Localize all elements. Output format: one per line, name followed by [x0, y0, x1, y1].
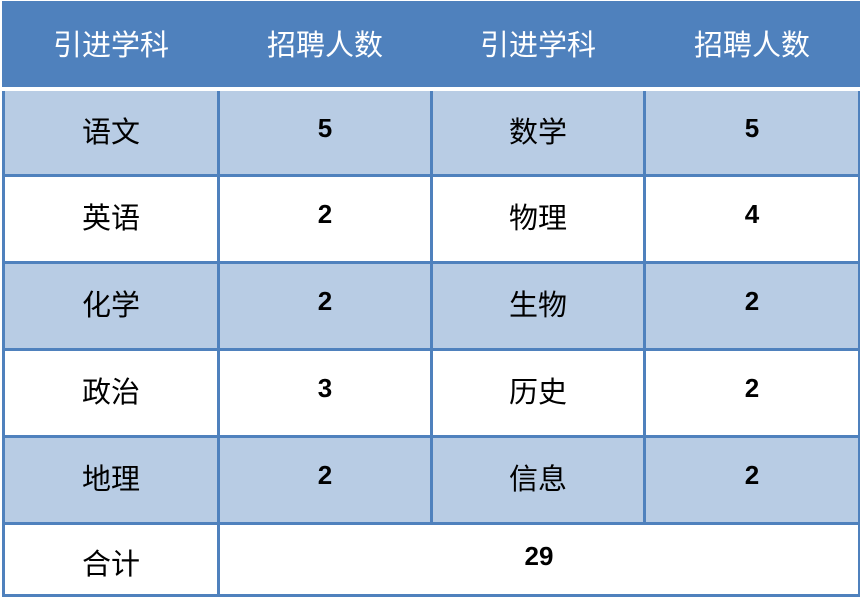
header-row: 引进学科 招聘人数 引进学科 招聘人数: [2, 1, 860, 91]
count-cell: 2: [217, 174, 433, 264]
count-cell: 5: [217, 87, 433, 177]
count-cell: 4: [643, 174, 860, 264]
table-row: 语文 5 数学 5: [2, 87, 860, 177]
total-row: 合计 29: [2, 522, 860, 597]
table-row: 政治 3 历史 2: [2, 348, 860, 438]
count-cell: 3: [217, 348, 433, 438]
subject-cell: 物理: [430, 174, 646, 264]
subject-cell: 地理: [2, 435, 220, 525]
count-cell: 2: [643, 435, 860, 525]
table-row: 地理 2 信息 2: [2, 435, 860, 525]
header-subject: 引进学科: [2, 1, 220, 91]
count-cell: 2: [643, 348, 860, 438]
recruitment-table: 引进学科 招聘人数 引进学科 招聘人数 语文 5 数学 5 英语 2 物理 4 …: [2, 1, 860, 597]
header-count: 招聘人数: [217, 1, 433, 91]
subject-cell: 生物: [430, 261, 646, 351]
count-cell: 2: [217, 435, 433, 525]
subject-cell: 化学: [2, 261, 220, 351]
count-cell: 5: [643, 87, 860, 177]
total-label: 合计: [2, 522, 220, 597]
count-cell: 2: [643, 261, 860, 351]
table-row: 化学 2 生物 2: [2, 261, 860, 351]
header-subject: 引进学科: [430, 1, 646, 91]
total-value: 29: [217, 522, 860, 597]
subject-cell: 政治: [2, 348, 220, 438]
subject-cell: 英语: [2, 174, 220, 264]
table-row: 英语 2 物理 4: [2, 174, 860, 264]
count-cell: 2: [217, 261, 433, 351]
subject-cell: 数学: [430, 87, 646, 177]
subject-cell: 语文: [2, 87, 220, 177]
header-count: 招聘人数: [643, 1, 860, 91]
subject-cell: 信息: [430, 435, 646, 525]
subject-cell: 历史: [430, 348, 646, 438]
